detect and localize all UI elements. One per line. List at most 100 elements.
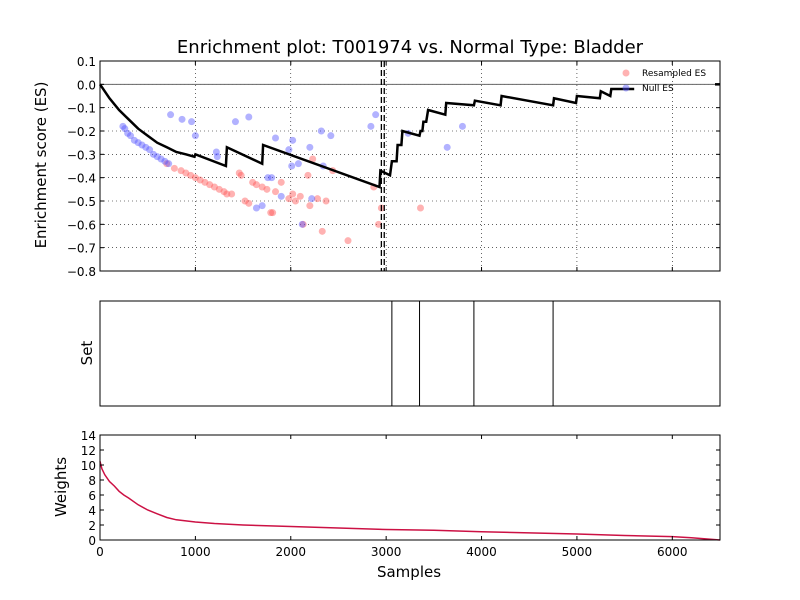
weights-xlabel: Samples <box>377 563 441 581</box>
y-tick-label: −0.6 <box>67 218 96 232</box>
resampled-es-point <box>245 199 253 207</box>
null-es-point <box>161 157 169 165</box>
resampled-es-point <box>235 169 243 177</box>
null-es-point <box>124 129 132 137</box>
es-line <box>98 83 635 189</box>
resampled-es-point <box>289 190 297 198</box>
y-tick-label: −0.3 <box>67 148 96 162</box>
legend-label: Resampled ES <box>642 69 706 79</box>
resampled-es-point <box>215 185 223 193</box>
resampled-es-point <box>170 164 178 172</box>
x-tick-label: 5000 <box>562 545 593 559</box>
null-es-point <box>130 136 138 144</box>
legend-marker <box>622 84 630 92</box>
null-es-point <box>119 122 127 130</box>
null-es-point <box>142 143 150 151</box>
null-es-point <box>272 134 280 142</box>
resampled-es-point <box>163 160 171 168</box>
resampled-es-point <box>182 169 190 177</box>
resampled-es-point <box>277 178 285 186</box>
resampled-es-point <box>306 202 314 210</box>
null-es-point <box>245 113 253 121</box>
x-tick-label: 0 <box>96 545 104 559</box>
resampled-es-point <box>267 209 275 217</box>
y-tick-label: 0.1 <box>77 55 96 69</box>
null-es-point <box>153 153 161 161</box>
resampled-es-point <box>206 181 214 189</box>
resampled-es-point <box>292 197 300 205</box>
resampled-es-point <box>263 185 271 193</box>
resampled-es-point <box>196 176 204 184</box>
enrichment-frame <box>99 60 721 272</box>
x-tick-label: 2000 <box>275 545 306 559</box>
enrichment-ylabel: Enrichment score (ES) <box>32 82 50 249</box>
resampled-es-point <box>344 237 352 245</box>
y-tick-label: −0.5 <box>67 195 96 209</box>
null-es-point <box>157 155 165 163</box>
resampled-es-point <box>223 190 231 198</box>
x-tick-label: 1000 <box>180 545 211 559</box>
resampled-es-point <box>220 188 228 196</box>
y-tick-label: 0 <box>88 534 96 548</box>
null-es-point <box>165 160 173 168</box>
null-es-point <box>258 202 266 210</box>
null-es-point <box>188 118 196 126</box>
null-es-point <box>308 195 316 203</box>
resampled-es-point <box>191 174 199 182</box>
null-es-point <box>252 204 260 212</box>
null-es-point <box>213 153 221 161</box>
resampled-es-point <box>304 171 312 179</box>
null-es-point <box>127 132 135 140</box>
null-es-point <box>134 139 142 147</box>
resampled-es-point <box>299 220 307 228</box>
legend-marker <box>622 69 630 77</box>
resampled-es-point <box>313 195 321 203</box>
null-es-point <box>149 150 157 158</box>
weights-ylabel: Weights <box>52 457 70 517</box>
resampled-es-point <box>309 155 317 163</box>
null-es-point <box>277 192 285 200</box>
resampled-es-point <box>296 192 304 200</box>
y-tick-label: 10 <box>81 459 96 473</box>
null-es-point <box>264 174 272 182</box>
null-es-point <box>268 174 276 182</box>
resampled-es-point <box>272 188 280 196</box>
resampled-es-point <box>241 197 249 205</box>
resampled-es-point <box>228 190 236 198</box>
x-tick-label: 3000 <box>371 545 402 559</box>
x-tick-label: 4000 <box>466 545 497 559</box>
resampled-es-point <box>269 209 277 217</box>
null-es-point <box>191 132 199 140</box>
null-es-point <box>327 132 335 140</box>
null-es-point <box>289 136 297 144</box>
resampled-es-point <box>285 195 293 203</box>
null-es-point <box>443 143 451 151</box>
resampled-es-point <box>237 171 245 179</box>
y-tick-label: −0.4 <box>67 172 96 186</box>
null-es-point <box>294 160 302 168</box>
y-tick-label: 4 <box>88 504 96 518</box>
resampled-es-point <box>177 167 185 175</box>
null-es-point <box>146 146 154 154</box>
weights-frame <box>99 434 721 541</box>
y-tick-label: 8 <box>88 474 96 488</box>
null-es-point <box>288 162 296 170</box>
set-ylabel: Set <box>78 341 96 366</box>
y-tick-label: 14 <box>81 429 96 443</box>
y-tick-label: −0.2 <box>67 125 96 139</box>
null-es-point <box>458 122 466 130</box>
weights-line <box>99 461 721 541</box>
resampled-es-point <box>187 171 195 179</box>
resampled-es-point <box>249 178 257 186</box>
resampled-es-point <box>210 183 218 191</box>
y-tick-label: −0.1 <box>67 102 96 116</box>
null-es-point <box>138 141 146 149</box>
resampled-es-point <box>258 183 266 191</box>
resampled-es-point <box>201 178 209 186</box>
null-es-point <box>121 125 129 133</box>
null-es-point <box>231 118 239 126</box>
chart-title: Enrichment plot: T001974 vs. Normal Type… <box>177 37 644 58</box>
null-es-point <box>317 127 325 135</box>
